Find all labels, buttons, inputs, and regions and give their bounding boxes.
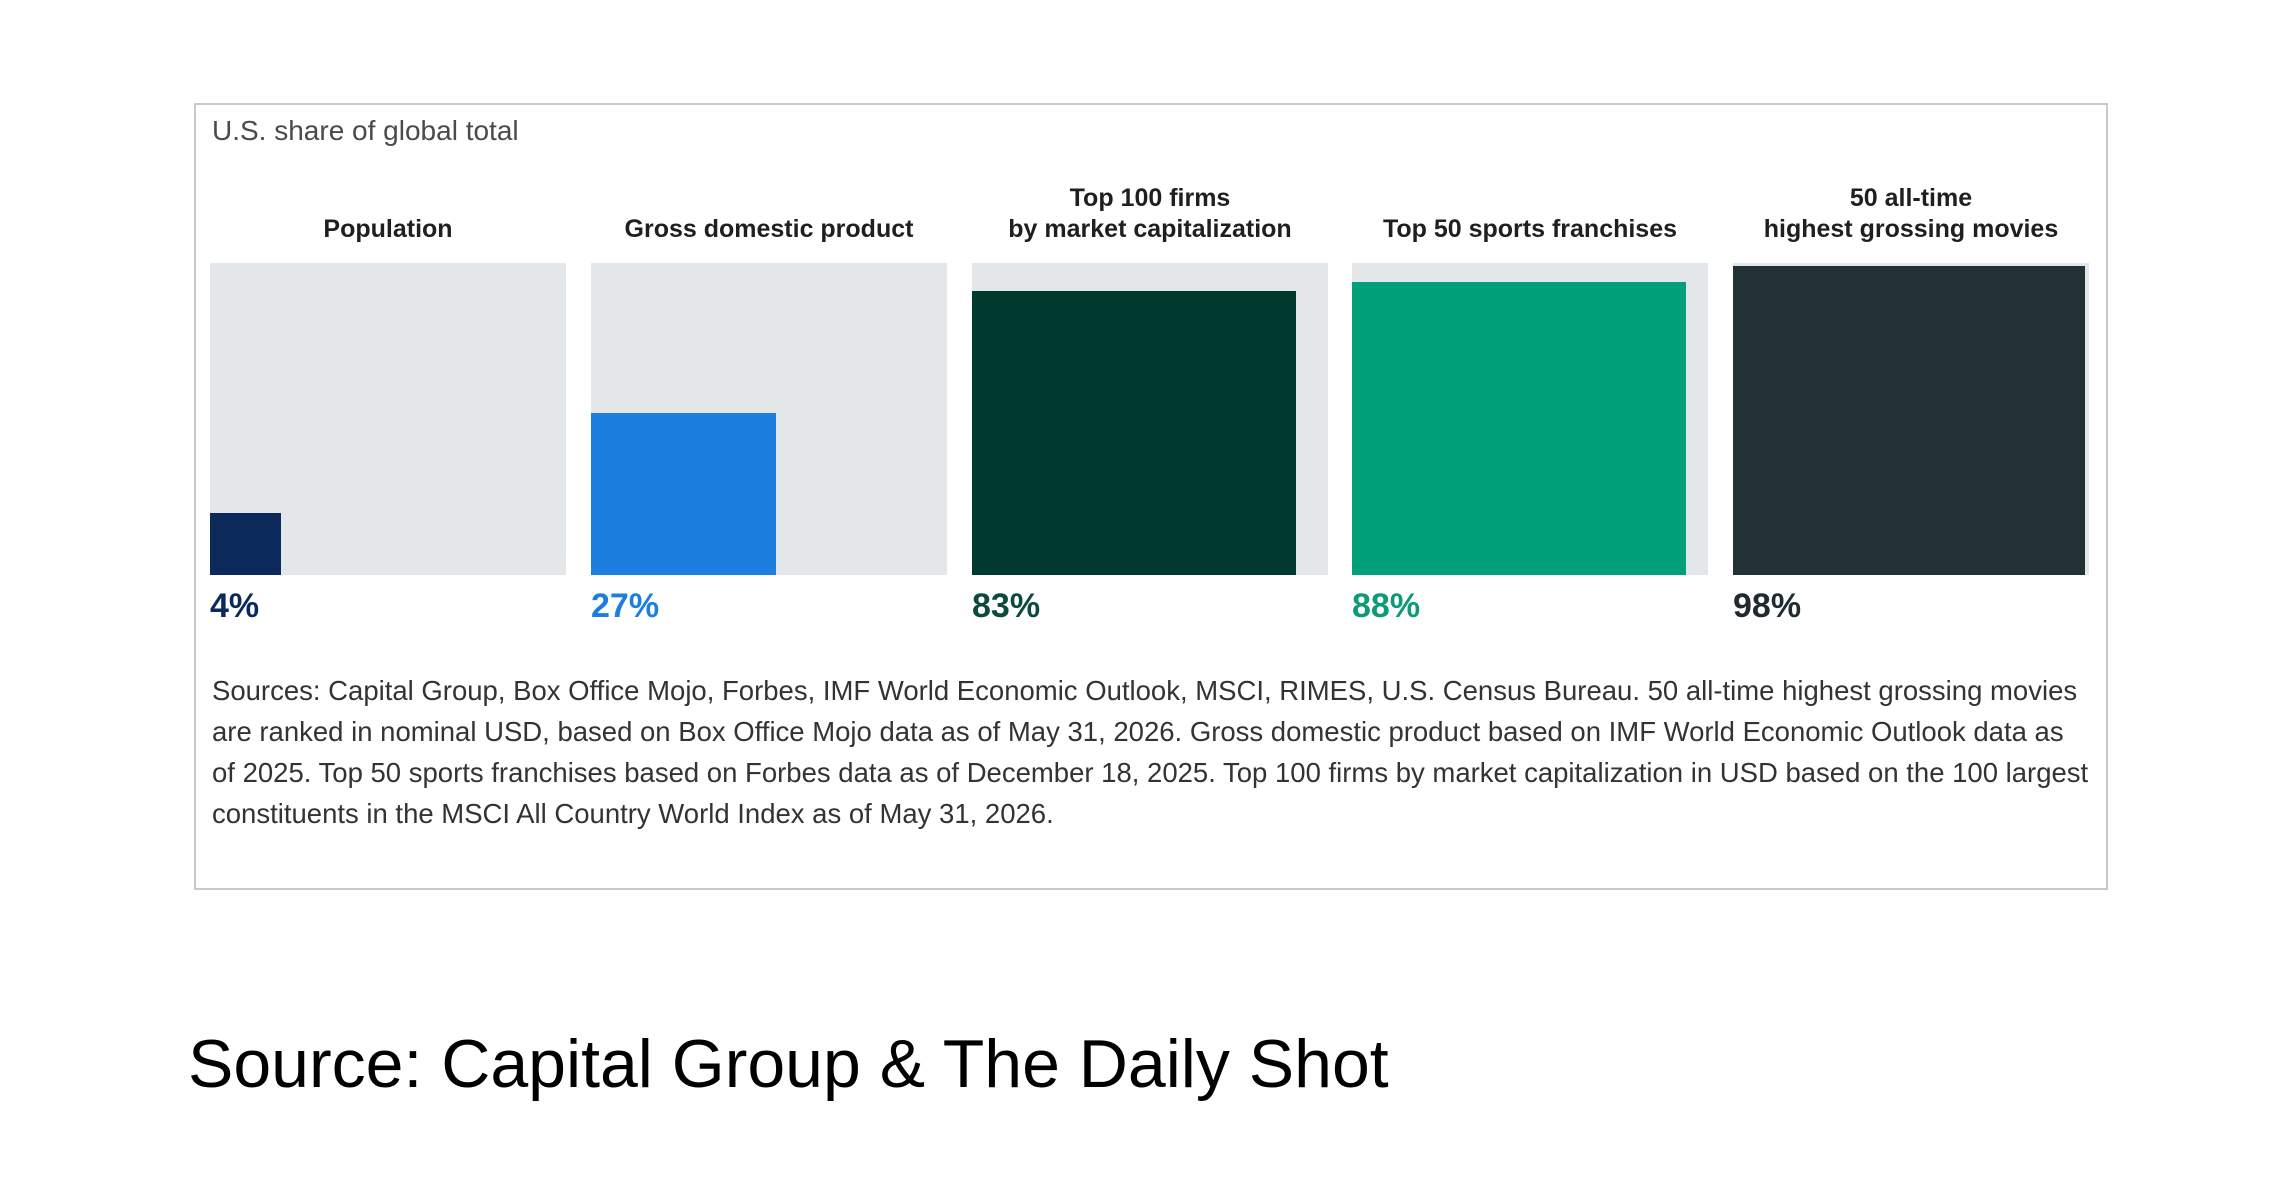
value-label: 4% bbox=[210, 587, 260, 625]
source-caption: Source: Capital Group & The Daily Shot bbox=[188, 1026, 1389, 1102]
panel-title: Top 100 firms by market capitalization bbox=[1008, 184, 1292, 243]
share-bar bbox=[210, 513, 281, 575]
panel-title: Gross domestic product bbox=[624, 215, 914, 243]
chart-frame: U.S. share of global total Population 4% G… bbox=[194, 103, 2108, 890]
share-bar bbox=[591, 413, 776, 575]
value-label: 27% bbox=[591, 587, 660, 625]
value-label: 88% bbox=[1352, 587, 1421, 625]
share-bar bbox=[1733, 266, 2085, 575]
panel-title: Population bbox=[323, 215, 453, 243]
panel-title: 50 all-time highest grossing movies bbox=[1763, 184, 2059, 243]
value-label: 98% bbox=[1733, 587, 1802, 625]
share-bar bbox=[972, 291, 1296, 575]
panel-title: Top 50 sports franchises bbox=[1382, 215, 1678, 243]
chart-subtitle: U.S. share of global total bbox=[212, 115, 519, 146]
value-label: 83% bbox=[972, 587, 1041, 625]
share-bar bbox=[1352, 282, 1686, 575]
chart-source-notes: Sources: Capital Group, Box Office Mojo,… bbox=[212, 675, 2089, 829]
